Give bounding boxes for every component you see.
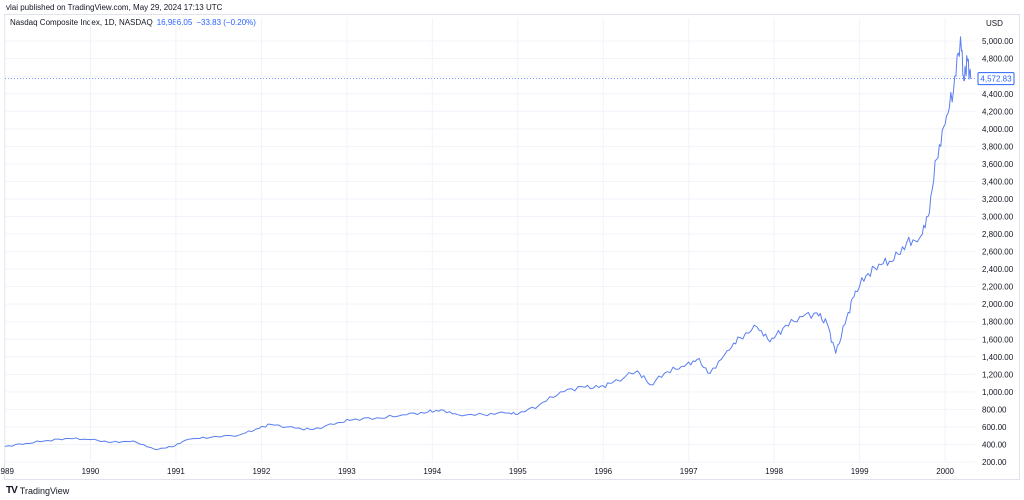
publisher-line: vlai published on TradingView.com, May 2… [6,3,223,12]
legend: Nasdaq Composite Index, 1D, NASDAQ 16,98… [10,18,256,27]
series-group [4,36,972,451]
x-tick-label: 1996 [594,467,612,476]
y-tick-label: 2,200.00 [982,283,1014,292]
x-tick-label: 1990 [82,467,100,476]
currency-label: USD [986,19,1003,28]
x-tick-label: 1991 [167,467,185,476]
series-line [4,36,972,451]
grid-lines [4,18,975,463]
y-tick-label: 4,800.00 [982,55,1014,64]
y-tick-label: 1,600.00 [982,335,1014,344]
x-tick-label: 1989 [0,467,14,476]
x-tick-label: 1992 [252,467,270,476]
legend-value: 16,986.05 [156,18,193,27]
y-tick-label: 200.00 [982,458,1007,467]
x-tick-label: 2000 [936,467,954,476]
y-tick-label: 1,000.00 [982,388,1014,397]
legend-change: −33.83 (−0.20%) [196,18,256,27]
x-tick-label: 1995 [509,467,527,476]
price-label-text: 4,572.83 [980,75,1012,84]
brand-name: TradingView [19,485,70,496]
y-tick-label: 5,000.00 [982,37,1014,46]
price-label: 4,572.83 [5,72,1015,86]
x-tick-label: 1993 [338,467,356,476]
price-label-box [977,72,1015,86]
y-tick-label: 2,400.00 [982,265,1014,274]
y-tick-label: 2,800.00 [982,230,1014,239]
y-tick-label: 800.00 [982,405,1007,414]
y-tick-label: 400.00 [982,440,1007,449]
y-tick-label: 4,400.00 [982,90,1014,99]
y-tick-label: 1,400.00 [982,353,1014,362]
x-axis: 1989 1990 1991 1992 1993 1994 1995 1996 1997 1998… [0,467,955,476]
y-tick-label: 600.00 [982,423,1007,432]
footer: TV TradingView [6,485,69,496]
y-tick-label: 3,000.00 [982,213,1014,222]
x-tick-label: 1994 [423,467,441,476]
tradingview-logo-icon: TV [6,485,18,496]
y-tick-label: 3,600.00 [982,160,1014,169]
y-tick-label: 3,200.00 [982,195,1014,204]
y-tick-label: 4,000.00 [982,125,1014,134]
y-tick-label: 1,800.00 [982,318,1014,327]
y-axis: USD 5,000.004,800.004,600.004,400.004,20… [982,19,1014,467]
x-tick-label: 1997 [680,467,698,476]
y-tick-label: 3,400.00 [982,177,1014,186]
x-tick-label: 1998 [765,467,783,476]
y-tick-label: 4,200.00 [982,107,1014,116]
y-tick-label: 2,000.00 [982,300,1014,309]
legend-symbol[interactable]: Nasdaq Composite Index, 1D, NASDAQ [10,18,153,27]
y-tick-label: 1,200.00 [982,370,1014,379]
x-tick-label: 1999 [851,467,869,476]
y-tick-label: 3,800.00 [982,142,1014,151]
y-tick-label: 2,600.00 [982,248,1014,257]
